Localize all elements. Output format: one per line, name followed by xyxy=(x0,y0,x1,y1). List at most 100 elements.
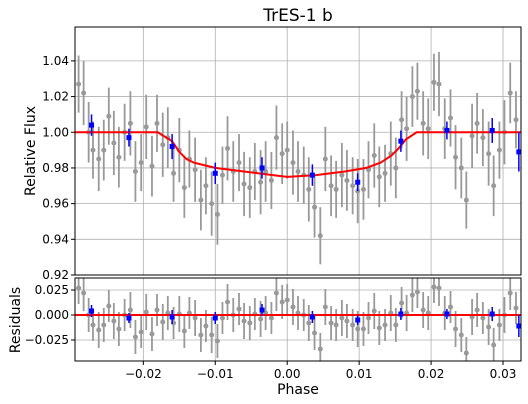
flux-binned-point xyxy=(444,127,450,133)
residuals-raw-point xyxy=(149,331,155,337)
residuals-binned-points xyxy=(89,304,521,337)
residuals-raw-point xyxy=(458,332,464,338)
flux-binned-point xyxy=(516,149,521,155)
residuals-raw-point xyxy=(116,326,122,332)
flux-raw-point xyxy=(409,94,415,100)
transit-model-curve xyxy=(75,131,521,178)
flux-raw-point xyxy=(339,172,345,178)
residuals-ytick-label: −0.025 xyxy=(25,333,69,347)
flux-raw-point xyxy=(328,183,334,189)
residuals-raw-point xyxy=(225,299,231,305)
flux-raw-point xyxy=(491,183,497,189)
flux-raw-point xyxy=(181,185,187,191)
residuals-raw-point xyxy=(491,342,497,348)
flux-raw-point xyxy=(306,186,312,192)
residuals-binned-point xyxy=(309,314,315,320)
residuals-raw-point xyxy=(219,315,225,321)
flux-raw-point xyxy=(225,145,231,151)
residuals-raw-point xyxy=(214,338,220,344)
residuals-raw-point xyxy=(241,318,247,324)
residuals-raw-point xyxy=(339,315,345,321)
flux-raw-point xyxy=(149,163,155,169)
flux-raw-point xyxy=(209,201,215,207)
residuals-binned-point xyxy=(355,317,361,323)
residuals-raw-point xyxy=(160,319,166,325)
residuals-binned-point xyxy=(169,314,175,320)
flux-raw-point xyxy=(453,154,459,160)
residuals-raw-point xyxy=(306,320,312,326)
residuals-binned-point xyxy=(89,308,95,314)
flux-ytick-label: 0.92 xyxy=(42,268,69,282)
flux-raw-point xyxy=(458,165,464,171)
flux-raw-point xyxy=(247,185,253,191)
flux-raw-point xyxy=(171,170,177,176)
flux-raw-point xyxy=(496,147,502,153)
flux-raw-point xyxy=(513,117,519,123)
flux-raw-point xyxy=(350,183,356,189)
flux-raw-point xyxy=(317,233,323,239)
residuals-raw-point xyxy=(420,307,426,313)
residuals-raw-point xyxy=(192,315,198,321)
flux-raw-point xyxy=(480,135,486,141)
flux-raw-point xyxy=(236,160,242,166)
residuals-raw-point xyxy=(203,323,209,329)
residuals-raw-point xyxy=(236,306,242,312)
flux-raw-point xyxy=(393,165,399,171)
residuals-raw-point xyxy=(258,316,264,322)
flux-raw-point xyxy=(425,126,431,132)
flux-raw-point xyxy=(284,147,290,153)
residuals-raw-point xyxy=(273,290,279,296)
residuals-raw-point xyxy=(76,285,82,291)
residuals-raw-point xyxy=(181,328,187,334)
residuals-raw-point xyxy=(344,318,350,324)
residuals-ytick-label: 0.025 xyxy=(35,283,69,297)
residuals-binned-point xyxy=(259,307,265,313)
flux-raw-point xyxy=(399,117,405,123)
flux-raw-point xyxy=(203,183,209,189)
flux-raw-point xyxy=(198,197,204,203)
residuals-raw-point xyxy=(414,289,420,295)
flux-binned-point xyxy=(89,122,95,128)
flux-y-ticks: 0.92 0.94 0.96 0.98 1.00 1.02 1.04 xyxy=(42,54,75,282)
flux-raw-point xyxy=(160,142,166,148)
residuals-raw-point xyxy=(355,326,361,332)
flux-raw-point xyxy=(404,126,410,132)
residuals-raw-point xyxy=(513,305,519,311)
flux-raw-point xyxy=(154,120,160,126)
residuals-panel: −0.025 0.000 0.025 −0.02 −0.01 0.00 0.01 0.02 0… xyxy=(8,277,522,398)
residuals-panel-frame xyxy=(74,277,522,362)
residuals-binned-point xyxy=(212,315,218,321)
residuals-raw-point xyxy=(268,315,274,321)
flux-raw-point xyxy=(111,140,117,146)
flux-y-axis-label: Relative Flux xyxy=(23,106,39,196)
residuals-raw-point xyxy=(399,300,405,306)
flux-raw-point xyxy=(333,186,339,192)
residuals-raw-point xyxy=(279,299,285,305)
flux-ytick-label: 1.04 xyxy=(42,54,69,68)
flux-raw-point xyxy=(81,90,87,96)
x-tick-label: −0.02 xyxy=(125,367,162,381)
flux-binned-point xyxy=(259,165,265,171)
flux-raw-point xyxy=(127,120,133,126)
residuals-raw-point xyxy=(96,327,102,333)
residuals-raw-point xyxy=(290,304,296,310)
flux-ytick-label: 0.98 xyxy=(42,161,69,175)
flux-raw-point xyxy=(414,88,420,94)
flux-raw-point xyxy=(448,115,454,121)
residuals-raw-point xyxy=(322,304,328,310)
flux-panel: 0.92 0.94 0.96 0.98 1.00 1.02 1.04 Relative Fl… xyxy=(23,26,522,282)
flux-ytick-label: 1.00 xyxy=(42,125,69,139)
residuals-raw-point xyxy=(393,322,399,328)
residuals-raw-point xyxy=(463,350,469,356)
residuals-raw-point xyxy=(496,322,502,328)
x-tick-label: 0.03 xyxy=(490,367,517,381)
flux-raw-point xyxy=(344,177,350,183)
flux-raw-point xyxy=(507,90,513,96)
x-axis-label: Phase xyxy=(277,382,319,398)
flux-ytick-label: 0.96 xyxy=(42,197,69,211)
flux-raw-point xyxy=(312,204,318,210)
flux-raw-point xyxy=(322,156,328,162)
residuals-raw-point xyxy=(507,290,513,296)
residuals-raw-point xyxy=(409,292,415,298)
residuals-raw-point xyxy=(431,284,437,290)
